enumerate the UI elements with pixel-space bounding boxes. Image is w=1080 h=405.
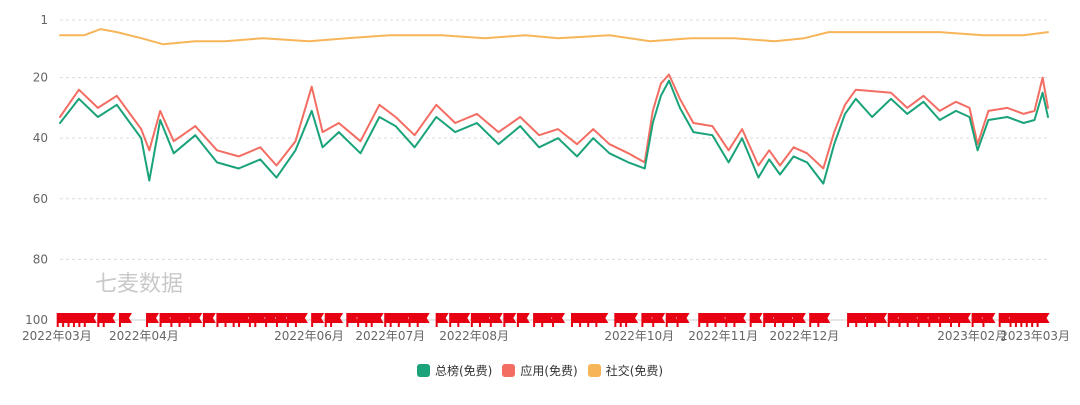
event-flag[interactable]: [817, 313, 831, 327]
event-flag[interactable]: [346, 313, 360, 327]
event-flag[interactable]: [516, 313, 530, 327]
legend-label: 社交(免费): [605, 364, 664, 378]
x-tick-label: 2022年06月: [274, 329, 344, 343]
event-flag[interactable]: [982, 313, 996, 327]
event-flag[interactable]: [676, 313, 690, 327]
series-line: [59, 79, 1049, 185]
event-flag[interactable]: [641, 313, 655, 327]
legend-label: 总榜(免费): [434, 364, 493, 378]
event-flag[interactable]: [733, 313, 747, 327]
event-flag[interactable]: [595, 313, 609, 327]
event-flag[interactable]: [435, 313, 449, 327]
event-flag[interactable]: [146, 313, 160, 327]
y-tick-label: 40: [33, 131, 48, 145]
series-line: [59, 73, 1049, 170]
event-flag[interactable]: [238, 313, 252, 327]
event-flag[interactable]: [958, 313, 972, 327]
event-flag[interactable]: [998, 313, 1012, 327]
event-flag[interactable]: [254, 313, 268, 327]
event-flag[interactable]: [416, 313, 430, 327]
watermark: 七麦数据: [95, 272, 183, 297]
event-flag[interactable]: [906, 313, 920, 327]
chart-legend: 总榜(免费) 应用(免费) 社交(免费): [0, 362, 1080, 380]
y-axis-tick-labels: 1 20 40 60 80 100: [25, 13, 48, 327]
legend-swatch: [502, 364, 516, 377]
event-flag[interactable]: [552, 313, 566, 327]
event-flag[interactable]: [763, 313, 777, 327]
series-line: [59, 28, 1049, 46]
event-flag-markers: [56, 313, 1050, 327]
event-flag[interactable]: [397, 313, 411, 327]
event-flag[interactable]: [625, 313, 639, 327]
legend-item[interactable]: 社交(免费): [587, 362, 664, 379]
event-flag[interactable]: [541, 313, 555, 327]
event-flag[interactable]: [489, 313, 503, 327]
legend-label: 应用(免费): [520, 364, 578, 378]
event-flag[interactable]: [202, 313, 216, 327]
event-flag[interactable]: [792, 313, 806, 327]
x-tick-label: 2023年03月: [1000, 329, 1070, 343]
legend-swatch: [587, 364, 601, 377]
event-flag[interactable]: [887, 313, 901, 327]
event-flag[interactable]: [83, 313, 97, 327]
x-tick-label: 2023年02月: [937, 329, 1007, 343]
event-flag[interactable]: [652, 313, 666, 327]
event-flag[interactable]: [749, 313, 763, 327]
event-flag[interactable]: [118, 313, 132, 327]
event-flag[interactable]: [1036, 313, 1050, 327]
event-flag[interactable]: [294, 313, 308, 327]
event-flag[interactable]: [503, 313, 517, 327]
event-flag[interactable]: [330, 313, 344, 327]
event-flag[interactable]: [370, 313, 384, 327]
legend-swatch: [416, 364, 430, 377]
event-flag[interactable]: [665, 313, 679, 327]
x-tick-label: 2022年04月: [109, 329, 179, 343]
event-flag[interactable]: [855, 313, 869, 327]
event-flag[interactable]: [928, 313, 942, 327]
event-flag[interactable]: [917, 313, 931, 327]
event-flag[interactable]: [102, 313, 116, 327]
event-flag[interactable]: [478, 313, 492, 327]
event-flag[interactable]: [265, 313, 279, 327]
x-tick-label: 2022年11月: [688, 329, 758, 343]
y-tick-label: 1: [40, 13, 48, 27]
chart-gridlines: [60, 19, 1048, 321]
event-flag[interactable]: [874, 313, 888, 327]
x-tick-label: 2022年07月: [355, 329, 425, 343]
event-flag[interactable]: [714, 313, 728, 327]
y-tick-label: 20: [33, 71, 48, 85]
event-flag[interactable]: [782, 313, 796, 327]
event-flag[interactable]: [457, 313, 471, 327]
event-flag[interactable]: [311, 313, 325, 327]
x-tick-label: 2022年03月: [22, 329, 92, 343]
event-flag[interactable]: [939, 313, 953, 327]
x-tick-label: 2022年10月: [604, 329, 674, 343]
event-flag[interactable]: [189, 313, 203, 327]
event-flag[interactable]: [178, 313, 192, 327]
x-tick-label: 2022年08月: [439, 329, 509, 343]
x-tick-label: 2022年12月: [769, 329, 839, 343]
legend-item[interactable]: 总榜(免费): [416, 362, 493, 379]
y-tick-label: 60: [33, 192, 48, 206]
legend-item[interactable]: 应用(免费): [502, 362, 578, 379]
y-tick-label: 100: [25, 313, 48, 327]
event-flag[interactable]: [275, 313, 289, 327]
series-lines: [59, 28, 1049, 185]
event-flag[interactable]: [971, 313, 985, 327]
y-tick-label: 80: [33, 252, 48, 266]
x-axis-tick-labels: 2022年03月 2022年04月 2022年06月 2022年07月 2022年08月…: [22, 329, 1070, 343]
event-flag[interactable]: [159, 313, 173, 327]
